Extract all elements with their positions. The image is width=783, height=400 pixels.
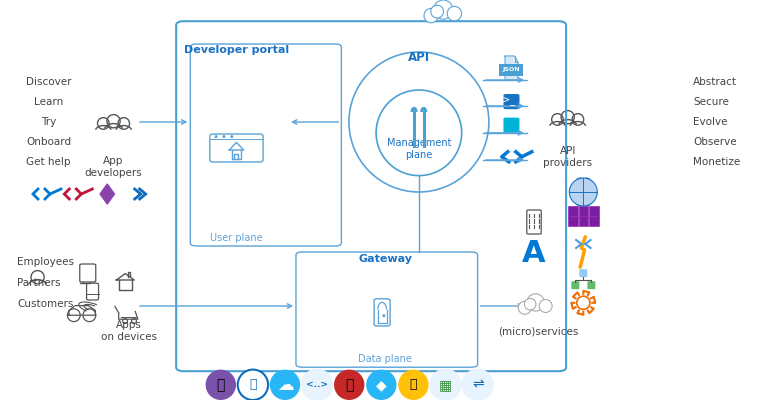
Text: Gateway: Gateway	[359, 254, 412, 264]
FancyBboxPatch shape	[589, 206, 599, 216]
Text: Observe: Observe	[693, 137, 737, 147]
Text: <..>: <..>	[306, 380, 328, 389]
Text: Management
plane: Management plane	[387, 138, 451, 160]
Text: ▦: ▦	[439, 378, 452, 392]
FancyBboxPatch shape	[579, 216, 588, 226]
FancyBboxPatch shape	[572, 281, 579, 289]
Text: Abstract: Abstract	[693, 77, 737, 87]
Text: 🛡: 🛡	[345, 378, 353, 392]
Ellipse shape	[463, 370, 493, 400]
Text: Onboard: Onboard	[26, 137, 71, 147]
Text: Discover: Discover	[26, 77, 71, 87]
FancyBboxPatch shape	[589, 216, 599, 226]
Ellipse shape	[525, 298, 536, 310]
Ellipse shape	[238, 370, 268, 400]
Text: ◆: ◆	[376, 378, 387, 392]
Text: Data plane: Data plane	[359, 354, 412, 364]
Polygon shape	[505, 56, 518, 80]
Ellipse shape	[569, 178, 597, 206]
Ellipse shape	[302, 370, 332, 400]
Text: API
providers: API providers	[543, 146, 592, 168]
Ellipse shape	[383, 315, 384, 316]
FancyBboxPatch shape	[587, 281, 595, 289]
Ellipse shape	[424, 8, 438, 23]
Text: Learn: Learn	[34, 97, 63, 107]
Text: ☁: ☁	[276, 376, 294, 394]
Ellipse shape	[215, 136, 217, 137]
Text: 🔑: 🔑	[410, 378, 417, 391]
Ellipse shape	[270, 370, 300, 400]
Text: Employees: Employees	[17, 257, 74, 267]
Ellipse shape	[539, 300, 552, 312]
FancyBboxPatch shape	[568, 206, 578, 216]
Ellipse shape	[223, 136, 225, 137]
Ellipse shape	[206, 370, 236, 400]
Ellipse shape	[334, 370, 364, 400]
FancyBboxPatch shape	[579, 206, 588, 216]
Polygon shape	[100, 184, 114, 204]
FancyBboxPatch shape	[503, 94, 519, 109]
Text: >_: >_	[502, 96, 514, 106]
Bar	[210, 134, 263, 139]
Ellipse shape	[447, 6, 461, 21]
Text: Monetize: Monetize	[693, 157, 740, 167]
Text: Developer portal: Developer portal	[184, 45, 289, 55]
Text: Customers: Customers	[17, 299, 74, 310]
Text: ⏱: ⏱	[249, 378, 257, 391]
Text: Secure: Secure	[693, 97, 729, 107]
Ellipse shape	[431, 5, 444, 18]
Ellipse shape	[399, 370, 428, 400]
Text: JSON: JSON	[503, 68, 520, 72]
Text: Get help: Get help	[27, 157, 70, 167]
FancyBboxPatch shape	[579, 269, 587, 277]
Ellipse shape	[434, 0, 453, 19]
FancyBboxPatch shape	[568, 216, 578, 226]
Text: Evolve: Evolve	[693, 117, 727, 127]
Text: App
developers: App developers	[85, 156, 143, 178]
FancyBboxPatch shape	[503, 118, 519, 133]
Ellipse shape	[527, 294, 544, 311]
Text: Partners: Partners	[17, 278, 61, 288]
Text: API: API	[408, 51, 430, 64]
Text: (micro)services: (micro)services	[499, 327, 579, 337]
Ellipse shape	[518, 301, 531, 314]
Text: Try: Try	[41, 117, 56, 127]
Ellipse shape	[431, 370, 460, 400]
Text: 💡: 💡	[217, 378, 225, 392]
Text: A: A	[522, 240, 546, 268]
Ellipse shape	[231, 136, 233, 137]
Text: ⇌: ⇌	[472, 378, 483, 392]
Text: User plane: User plane	[210, 233, 263, 243]
Text: Apps
on devices: Apps on devices	[101, 320, 157, 342]
Ellipse shape	[366, 370, 396, 400]
